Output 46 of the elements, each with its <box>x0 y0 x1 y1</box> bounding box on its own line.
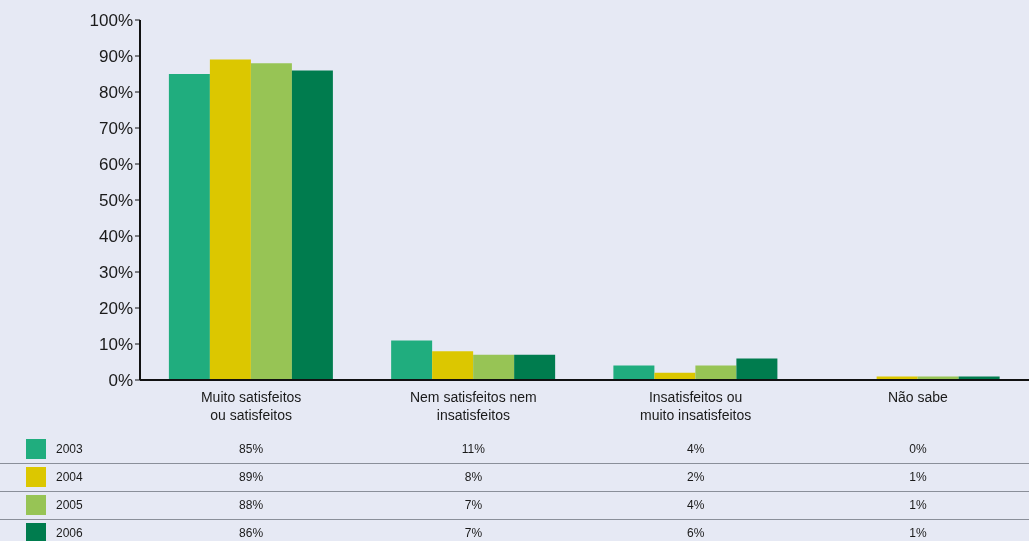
data-label: 1% <box>909 470 927 484</box>
data-label: 89% <box>239 470 264 484</box>
y-tick-label: 100% <box>89 11 133 31</box>
y-tick-label: 10% <box>98 335 133 355</box>
bar <box>168 74 210 380</box>
data-label: 8% <box>464 470 483 484</box>
y-tick-label: 30% <box>98 263 133 283</box>
y-tick-label: 50% <box>98 191 133 211</box>
data-label: 6% <box>686 526 705 540</box>
legend-label: 2006 <box>56 526 83 540</box>
bar <box>209 59 251 380</box>
data-label: 1% <box>909 498 927 512</box>
y-tick-label: 0% <box>108 371 133 391</box>
data-label: 85% <box>239 442 264 456</box>
data-label: 4% <box>686 498 705 512</box>
bar <box>291 70 333 380</box>
bar <box>514 354 556 380</box>
y-tick-label: 70% <box>98 119 133 139</box>
legend-label: 2003 <box>56 442 83 456</box>
bar <box>250 63 292 380</box>
x-tick-label: Muito satisfeitos ou satisfeitos <box>200 389 302 423</box>
legend-label: 2005 <box>56 498 83 512</box>
bar <box>473 354 515 380</box>
y-tick-label: 90% <box>98 47 133 67</box>
data-label: 88% <box>239 498 264 512</box>
y-tick-label: 20% <box>98 299 133 319</box>
data-label: 2% <box>686 470 705 484</box>
data-label: 0% <box>909 442 927 456</box>
bar <box>391 340 433 380</box>
data-label: 7% <box>464 498 483 512</box>
bar <box>736 358 778 380</box>
data-label: 1% <box>909 526 927 540</box>
x-tick-label: Não sabe <box>887 389 949 405</box>
y-tick-label: 60% <box>98 155 133 175</box>
y-tick-label: 80% <box>98 83 133 103</box>
x-tick-label: Nem satisfeitos nem insatisfeitos <box>409 389 537 423</box>
legend-label: 2004 <box>56 470 83 484</box>
bar <box>695 365 737 380</box>
data-label: 4% <box>686 442 705 456</box>
x-tick-label: Insatisfeitos ou muito insatisfeitos <box>639 389 752 423</box>
data-label: 86% <box>239 526 264 540</box>
data-label: 7% <box>464 526 483 540</box>
y-tick-label: 40% <box>98 227 133 247</box>
data-label: 11% <box>461 442 485 456</box>
bar <box>432 351 474 380</box>
bar <box>613 365 655 380</box>
